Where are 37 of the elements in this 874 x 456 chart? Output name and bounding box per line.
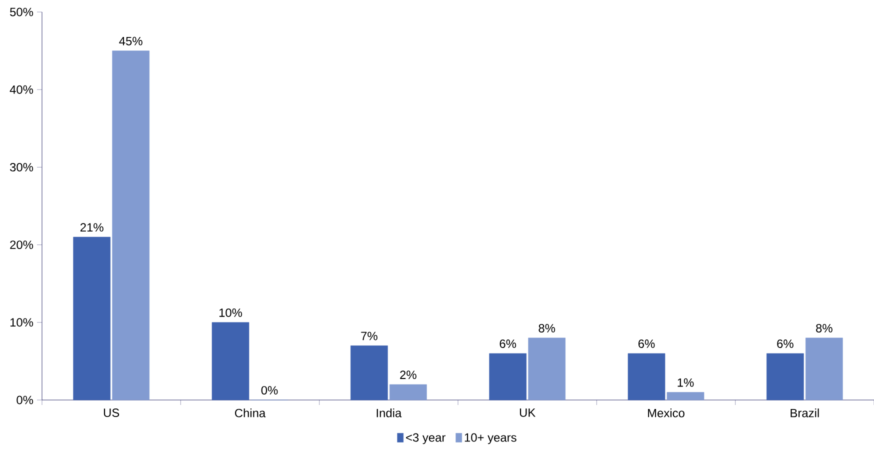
legend-label: <3 year (406, 433, 446, 444)
legend-label: 10+ years (464, 433, 516, 444)
y-tick-label: 40% (10, 85, 34, 94)
data-label: 1% (678, 378, 694, 387)
bar (528, 338, 566, 400)
x-tick-label: US (104, 408, 120, 417)
x-tick-label: India (376, 408, 402, 418)
bar (390, 384, 427, 400)
bar (489, 353, 526, 400)
data-label: 10% (219, 308, 242, 317)
y-tick-label: 30% (10, 162, 34, 172)
bar (73, 236, 110, 400)
bar (766, 353, 804, 400)
data-label: 0% (261, 386, 278, 395)
y-tick-label: 50% (10, 8, 34, 16)
bar (350, 346, 388, 400)
data-label: 8% (538, 324, 556, 332)
x-tick-label: Brazil (790, 408, 819, 418)
data-label: 7% (361, 332, 378, 340)
data-label: 21% (80, 223, 104, 232)
bar (806, 338, 843, 400)
bar (666, 392, 704, 400)
data-label: 6% (777, 340, 794, 348)
bar (628, 353, 666, 400)
bar (112, 50, 150, 400)
y-tick-label: 0% (16, 396, 34, 404)
y-tick-label: 20% (10, 240, 34, 250)
data-label: 2% (400, 370, 416, 379)
data-label: 8% (816, 324, 832, 332)
x-tick-label: China (234, 408, 266, 418)
data-label: 6% (638, 340, 655, 348)
x-tick-label: UK (520, 408, 536, 417)
x-tick-label: Mexico (648, 408, 684, 418)
data-label: 6% (500, 340, 516, 348)
y-tick-label: 10% (10, 318, 34, 327)
bar (212, 322, 250, 400)
data-label: 45% (119, 36, 142, 46)
